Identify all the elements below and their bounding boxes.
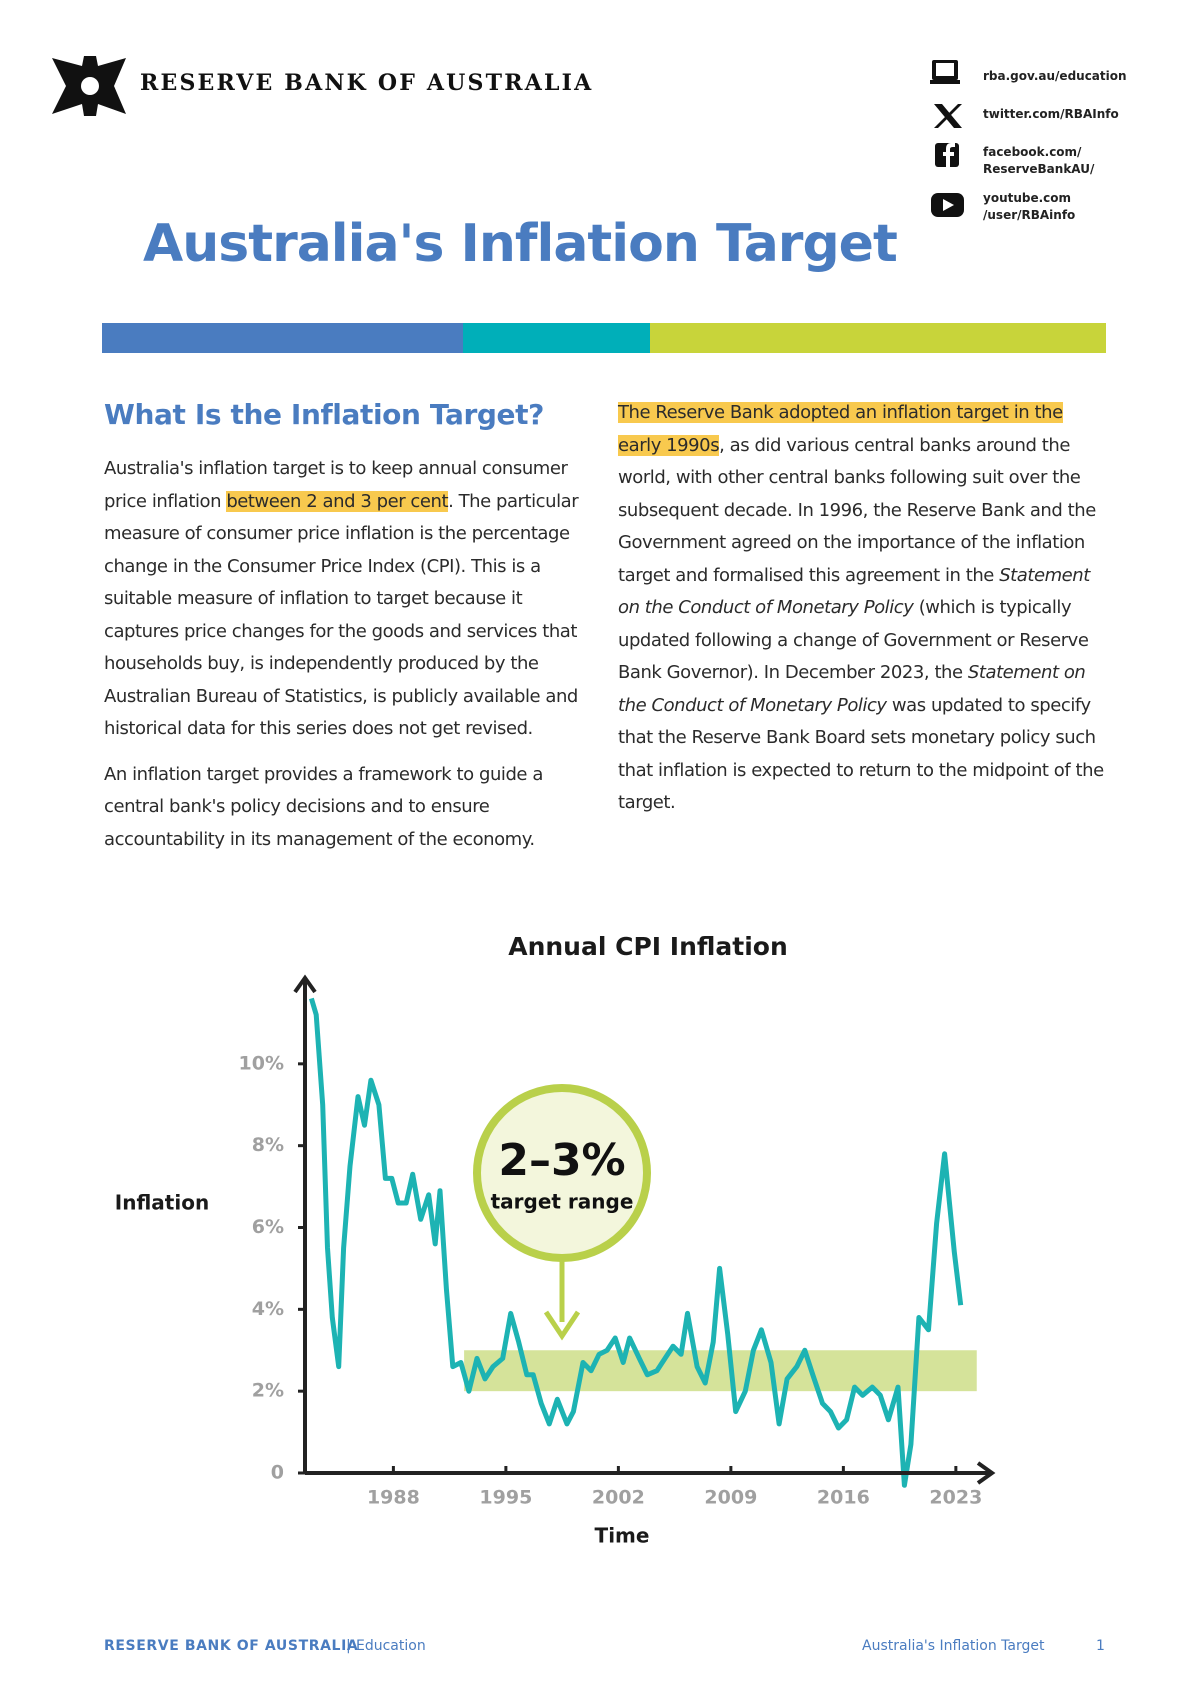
- target-band: [464, 1350, 977, 1392]
- logo: [52, 56, 126, 116]
- y-axis-arrow: [293, 974, 317, 994]
- text-run: Statement on the Conduct of Monetary Pol…: [618, 564, 1090, 619]
- text-run: (which is typically updated following a …: [618, 597, 1089, 683]
- contact-icons: [930, 60, 964, 217]
- chart: Annual CPI Inflation Inflation Time 0 2% 4% 6%…: [115, 932, 996, 1548]
- section-heading: What Is the Inflation Target?: [104, 398, 544, 431]
- paragraph: An inflation target provides a framework…: [104, 759, 596, 857]
- y-tick-label: 6%: [252, 1216, 284, 1238]
- page-title: Australia's Inflation Target: [143, 214, 898, 274]
- x-tick-label: 1988: [367, 1487, 420, 1509]
- contact-line: ReserveBankAU/: [983, 162, 1095, 176]
- org-name: RESERVE BANK OF AUSTRALIA: [140, 70, 594, 96]
- text-run: . The particular measure of consumer pri…: [104, 490, 579, 740]
- footer-org: RESERVE BANK OF AUSTRALIA: [104, 1638, 359, 1654]
- y-tick-label: 10%: [239, 1052, 284, 1074]
- footer-doc-title: Australia's Inflation Target: [862, 1638, 1045, 1654]
- annotation-caption: target range: [491, 1190, 634, 1214]
- x-tick-label: 2016: [817, 1487, 870, 1509]
- annotation-circle: [473, 1084, 651, 1262]
- footer-section: Education: [356, 1638, 426, 1654]
- contact-line: /user/RBAinfo: [983, 208, 1076, 222]
- text-run: An inflation target provides a framework…: [104, 763, 543, 850]
- contact-line: youtube.com: [983, 191, 1072, 205]
- contact-line: twitter.com/RBAInfo: [983, 107, 1119, 121]
- annotation-arrowhead: [543, 1310, 581, 1341]
- color-bar: [463, 323, 650, 353]
- x-tick-label: 1995: [479, 1487, 532, 1509]
- paragraph: The Reserve Bank adopted an inflation ta…: [618, 397, 1104, 820]
- contact-link: rba.gov.au/education: [983, 68, 1127, 85]
- color-bar: [102, 323, 463, 353]
- annotation-value: 2–3%: [498, 1135, 625, 1186]
- left-column: Australia's inflation target is to keep …: [104, 453, 596, 869]
- y-tick-label: 4%: [252, 1298, 284, 1320]
- contact-link: facebook.com/ReserveBankAU/: [983, 144, 1094, 178]
- x-tick-label: 2023: [929, 1487, 982, 1509]
- color-bar: [650, 323, 1106, 353]
- contact-line: rba.gov.au/education: [983, 69, 1127, 83]
- x-tick-label: 2009: [704, 1487, 757, 1509]
- text-run: Statement on the Conduct of Monetary Pol…: [618, 662, 1086, 716]
- x-axis-arrow: [976, 1461, 996, 1485]
- x-tick-label: 2002: [592, 1487, 645, 1509]
- chart-title: Annual CPI Inflation: [508, 932, 788, 961]
- y-axis-label: Inflation: [115, 1191, 209, 1215]
- text-run: was updated to specify that the Reserve …: [618, 694, 1104, 814]
- text-run: , as did various central banks around th…: [618, 434, 1096, 586]
- contact-line: facebook.com/: [983, 145, 1082, 159]
- text-run: between 2 and 3 per cent: [226, 490, 449, 512]
- text-run: Australia's inflation target is to keep …: [104, 458, 568, 512]
- y-tick-label: 0: [271, 1462, 284, 1484]
- right-column: The Reserve Bank adopted an inflation ta…: [618, 397, 1104, 833]
- y-tick-label: 8%: [252, 1134, 284, 1156]
- contact-link: twitter.com/RBAInfo: [983, 106, 1119, 123]
- page-number: 1: [1096, 1638, 1105, 1654]
- paragraph: Australia's inflation target is to keep …: [104, 453, 596, 746]
- footer-separator: |: [346, 1638, 351, 1654]
- data-line: [309, 997, 964, 1488]
- y-tick-label: 2%: [252, 1380, 284, 1402]
- contact-link: youtube.com/user/RBAinfo: [983, 190, 1075, 224]
- x-axis-label: Time: [595, 1524, 650, 1548]
